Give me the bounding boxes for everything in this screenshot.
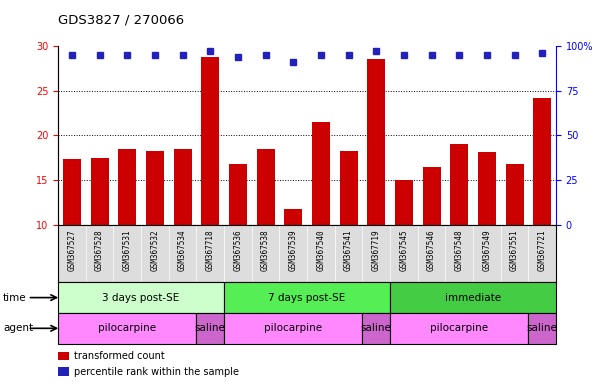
Text: GDS3827 / 270066: GDS3827 / 270066 <box>58 14 184 27</box>
Text: GSM367536: GSM367536 <box>233 229 243 271</box>
Bar <box>224 282 390 313</box>
Bar <box>257 149 274 314</box>
Bar <box>229 164 247 314</box>
Bar <box>224 313 362 344</box>
Bar <box>395 180 413 314</box>
Text: GSM367540: GSM367540 <box>316 229 326 271</box>
Bar <box>63 159 81 314</box>
Text: agent: agent <box>3 323 33 333</box>
Bar <box>146 151 164 314</box>
Text: pilocarpine: pilocarpine <box>430 323 488 333</box>
Text: GSM367549: GSM367549 <box>482 229 491 271</box>
Bar <box>340 151 357 314</box>
Text: GSM367548: GSM367548 <box>455 229 464 271</box>
Bar <box>58 313 196 344</box>
Text: 7 days post-SE: 7 days post-SE <box>268 293 346 303</box>
Text: time: time <box>3 293 27 303</box>
Bar <box>284 209 302 314</box>
Text: GSM367721: GSM367721 <box>538 229 547 271</box>
Bar <box>362 313 390 344</box>
Bar <box>390 282 556 313</box>
Bar <box>201 57 219 314</box>
Text: GSM367538: GSM367538 <box>261 229 270 271</box>
Bar <box>118 149 136 314</box>
Bar <box>367 60 385 314</box>
Bar <box>174 149 191 314</box>
Text: GSM367546: GSM367546 <box>427 229 436 271</box>
Text: GSM367527: GSM367527 <box>67 229 76 271</box>
Bar <box>312 122 330 314</box>
Text: GSM367539: GSM367539 <box>288 229 298 271</box>
Bar <box>58 282 224 313</box>
Text: GSM367532: GSM367532 <box>150 229 159 271</box>
Text: GSM367718: GSM367718 <box>206 229 214 271</box>
Text: saline: saline <box>527 323 558 333</box>
Text: GSM367551: GSM367551 <box>510 229 519 271</box>
Text: pilocarpine: pilocarpine <box>264 323 322 333</box>
Bar <box>423 167 441 314</box>
Text: pilocarpine: pilocarpine <box>98 323 156 333</box>
Bar <box>505 164 524 314</box>
Text: immediate: immediate <box>445 293 501 303</box>
Bar <box>529 313 556 344</box>
Bar <box>478 152 496 314</box>
Text: GSM367531: GSM367531 <box>123 229 132 271</box>
Bar <box>450 144 468 314</box>
Bar <box>390 313 529 344</box>
Bar <box>90 158 109 314</box>
Text: GSM367541: GSM367541 <box>344 229 353 271</box>
Text: saline: saline <box>195 323 225 333</box>
Text: saline: saline <box>360 323 392 333</box>
Text: GSM367534: GSM367534 <box>178 229 187 271</box>
Bar <box>533 98 551 314</box>
Text: GSM367545: GSM367545 <box>400 229 408 271</box>
Text: transformed count: transformed count <box>74 351 165 361</box>
Text: 3 days post-SE: 3 days post-SE <box>103 293 180 303</box>
Text: GSM367528: GSM367528 <box>95 229 104 271</box>
Text: GSM367719: GSM367719 <box>371 229 381 271</box>
Bar <box>196 313 224 344</box>
Text: percentile rank within the sample: percentile rank within the sample <box>74 367 239 377</box>
